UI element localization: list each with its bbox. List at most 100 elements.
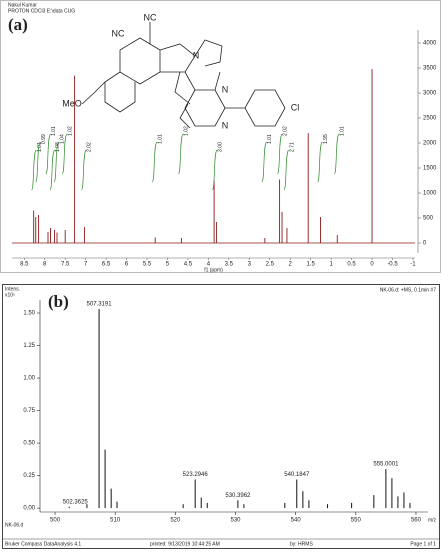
integral-curve: [61, 133, 68, 175]
x-axis-label: m/z: [428, 517, 437, 523]
peak-label: 555.0001: [373, 462, 399, 468]
x-axis-label: f1 (ppm): [204, 267, 223, 273]
chem-label: NC: [112, 28, 125, 38]
structure-labels: NC NC N MeO N N Cl: [62, 12, 299, 130]
y-tick-label: 2500: [423, 116, 437, 122]
integral-label: 2.71: [289, 142, 295, 152]
footer-text: Page 1 of 1: [410, 541, 436, 547]
y-tick-label: 3500: [423, 66, 437, 72]
panel-a-frame: [0, 0, 441, 273]
integral-label: 2.02: [283, 126, 289, 136]
peak-label: 530.3962: [225, 493, 251, 499]
x-tick-label: 510: [110, 518, 121, 524]
chem-label: N: [222, 84, 229, 94]
x-tick-label: 2: [289, 262, 293, 268]
x-tick-label: 7: [84, 262, 88, 268]
chem-label: NC: [144, 12, 157, 22]
integral-label: 1.01: [51, 126, 57, 136]
chem-label: N: [193, 50, 200, 60]
y-tick-label: 1.00: [23, 376, 35, 382]
integral-curve: [45, 133, 52, 175]
integral-curve: [277, 133, 283, 175]
integral-label: 1.04: [59, 134, 65, 144]
chem-label: N: [222, 120, 229, 130]
integral-label: 1.02: [184, 126, 190, 136]
integral-curve: [49, 149, 56, 191]
x-tick-label: 1: [329, 262, 333, 268]
x-tick-label: 5.5: [143, 262, 152, 268]
y-axis-unit: x10⁵: [5, 292, 15, 298]
x-tick-label: 6.5: [102, 262, 111, 268]
header-text: Nakul Kumar: [8, 2, 37, 8]
integral-label: 1.01: [340, 126, 346, 136]
integral-curve: [151, 141, 158, 183]
x-tick-label: 2.5: [266, 262, 275, 268]
chem-label: MeO: [62, 98, 82, 108]
y-tick-label: 1.50: [23, 311, 35, 317]
y-tick-label: 0.25: [23, 473, 35, 479]
x-tick-label: 0.5: [347, 262, 356, 268]
x-tick-label: 500: [50, 518, 61, 524]
peak-label: 507.3191: [87, 302, 113, 308]
run-info: NK-06.d: +MS, 0.1min #7: [380, 287, 436, 293]
x-tick-label: 0: [370, 262, 374, 268]
integral-label: 3.00: [218, 142, 224, 152]
footer-text: Bruker Compass DataAnalysis 4.1: [5, 541, 81, 547]
x-tick-label: 3.5: [225, 262, 234, 268]
integral-label: 1.02: [68, 126, 74, 136]
x-tick-label: 4.5: [184, 262, 193, 268]
integral-label: 2.02: [87, 142, 93, 152]
x-tick-label: 3: [248, 262, 252, 268]
integral-curve: [35, 141, 41, 183]
y-tick-label: 2000: [423, 141, 437, 147]
x-tick-label: 520: [170, 518, 181, 524]
footer-text: by: HRMS: [290, 541, 313, 547]
integral-label: 0.99: [41, 134, 47, 144]
footer-text: printed: 9/13/2019 10:44:25 AM: [150, 541, 220, 547]
integral-curve: [211, 149, 218, 191]
x-tick-label: 7.5: [61, 262, 70, 268]
y-tick-label: 1.25: [23, 343, 35, 349]
structure: [81, 22, 286, 129]
y-tick-label: 4000: [423, 41, 437, 47]
integral-label: 1.01: [267, 134, 273, 144]
integral-label: 1.01: [37, 142, 43, 152]
y-tick-label: 1500: [423, 166, 437, 172]
integral-label: 1.95: [323, 134, 329, 144]
panel-b-frame: [2, 284, 440, 549]
panel-label: (b): [48, 292, 69, 311]
x-tick-label: 4: [207, 262, 211, 268]
header-text: PROTON CDCl3 E:\data CUG: [8, 8, 75, 14]
y-tick-label: 0: [423, 241, 427, 247]
y-axis-label: Intens.: [5, 286, 20, 292]
y-tick-label: 0.75: [23, 408, 35, 414]
sample-name: NK-06.d: [5, 522, 24, 528]
x-tick-label: -0.5: [387, 262, 398, 268]
panel-label: (a): [8, 15, 28, 34]
x-tick-label: 540: [291, 518, 302, 524]
y-tick-label: 0.00: [23, 506, 35, 512]
y-tick-label: 3000: [423, 91, 437, 97]
chem-label: Cl: [291, 102, 300, 112]
y-tick-label: 1000: [423, 191, 437, 197]
x-tick-label: 8: [43, 262, 47, 268]
integral-curve: [261, 141, 268, 183]
integral-label: 1.01: [158, 134, 164, 144]
x-tick-label: -1: [410, 262, 416, 268]
x-tick-label: 5: [166, 262, 170, 268]
integral-curve: [31, 149, 37, 191]
integral-label: 1.08: [55, 142, 61, 152]
integral-curve: [178, 133, 184, 175]
x-tick-label: 530: [230, 518, 241, 524]
integral-curve: [333, 133, 340, 175]
x-tick-label: 560: [411, 518, 422, 524]
y-tick-label: 500: [423, 216, 434, 222]
integral-curve: [53, 141, 60, 183]
x-tick-label: 8.5: [20, 262, 29, 268]
x-tick-label: 550: [351, 518, 362, 524]
integral-curve: [317, 141, 323, 183]
integral-curve: [81, 149, 87, 191]
x-tick-label: 6: [125, 262, 129, 268]
integral-curve: [283, 149, 290, 191]
